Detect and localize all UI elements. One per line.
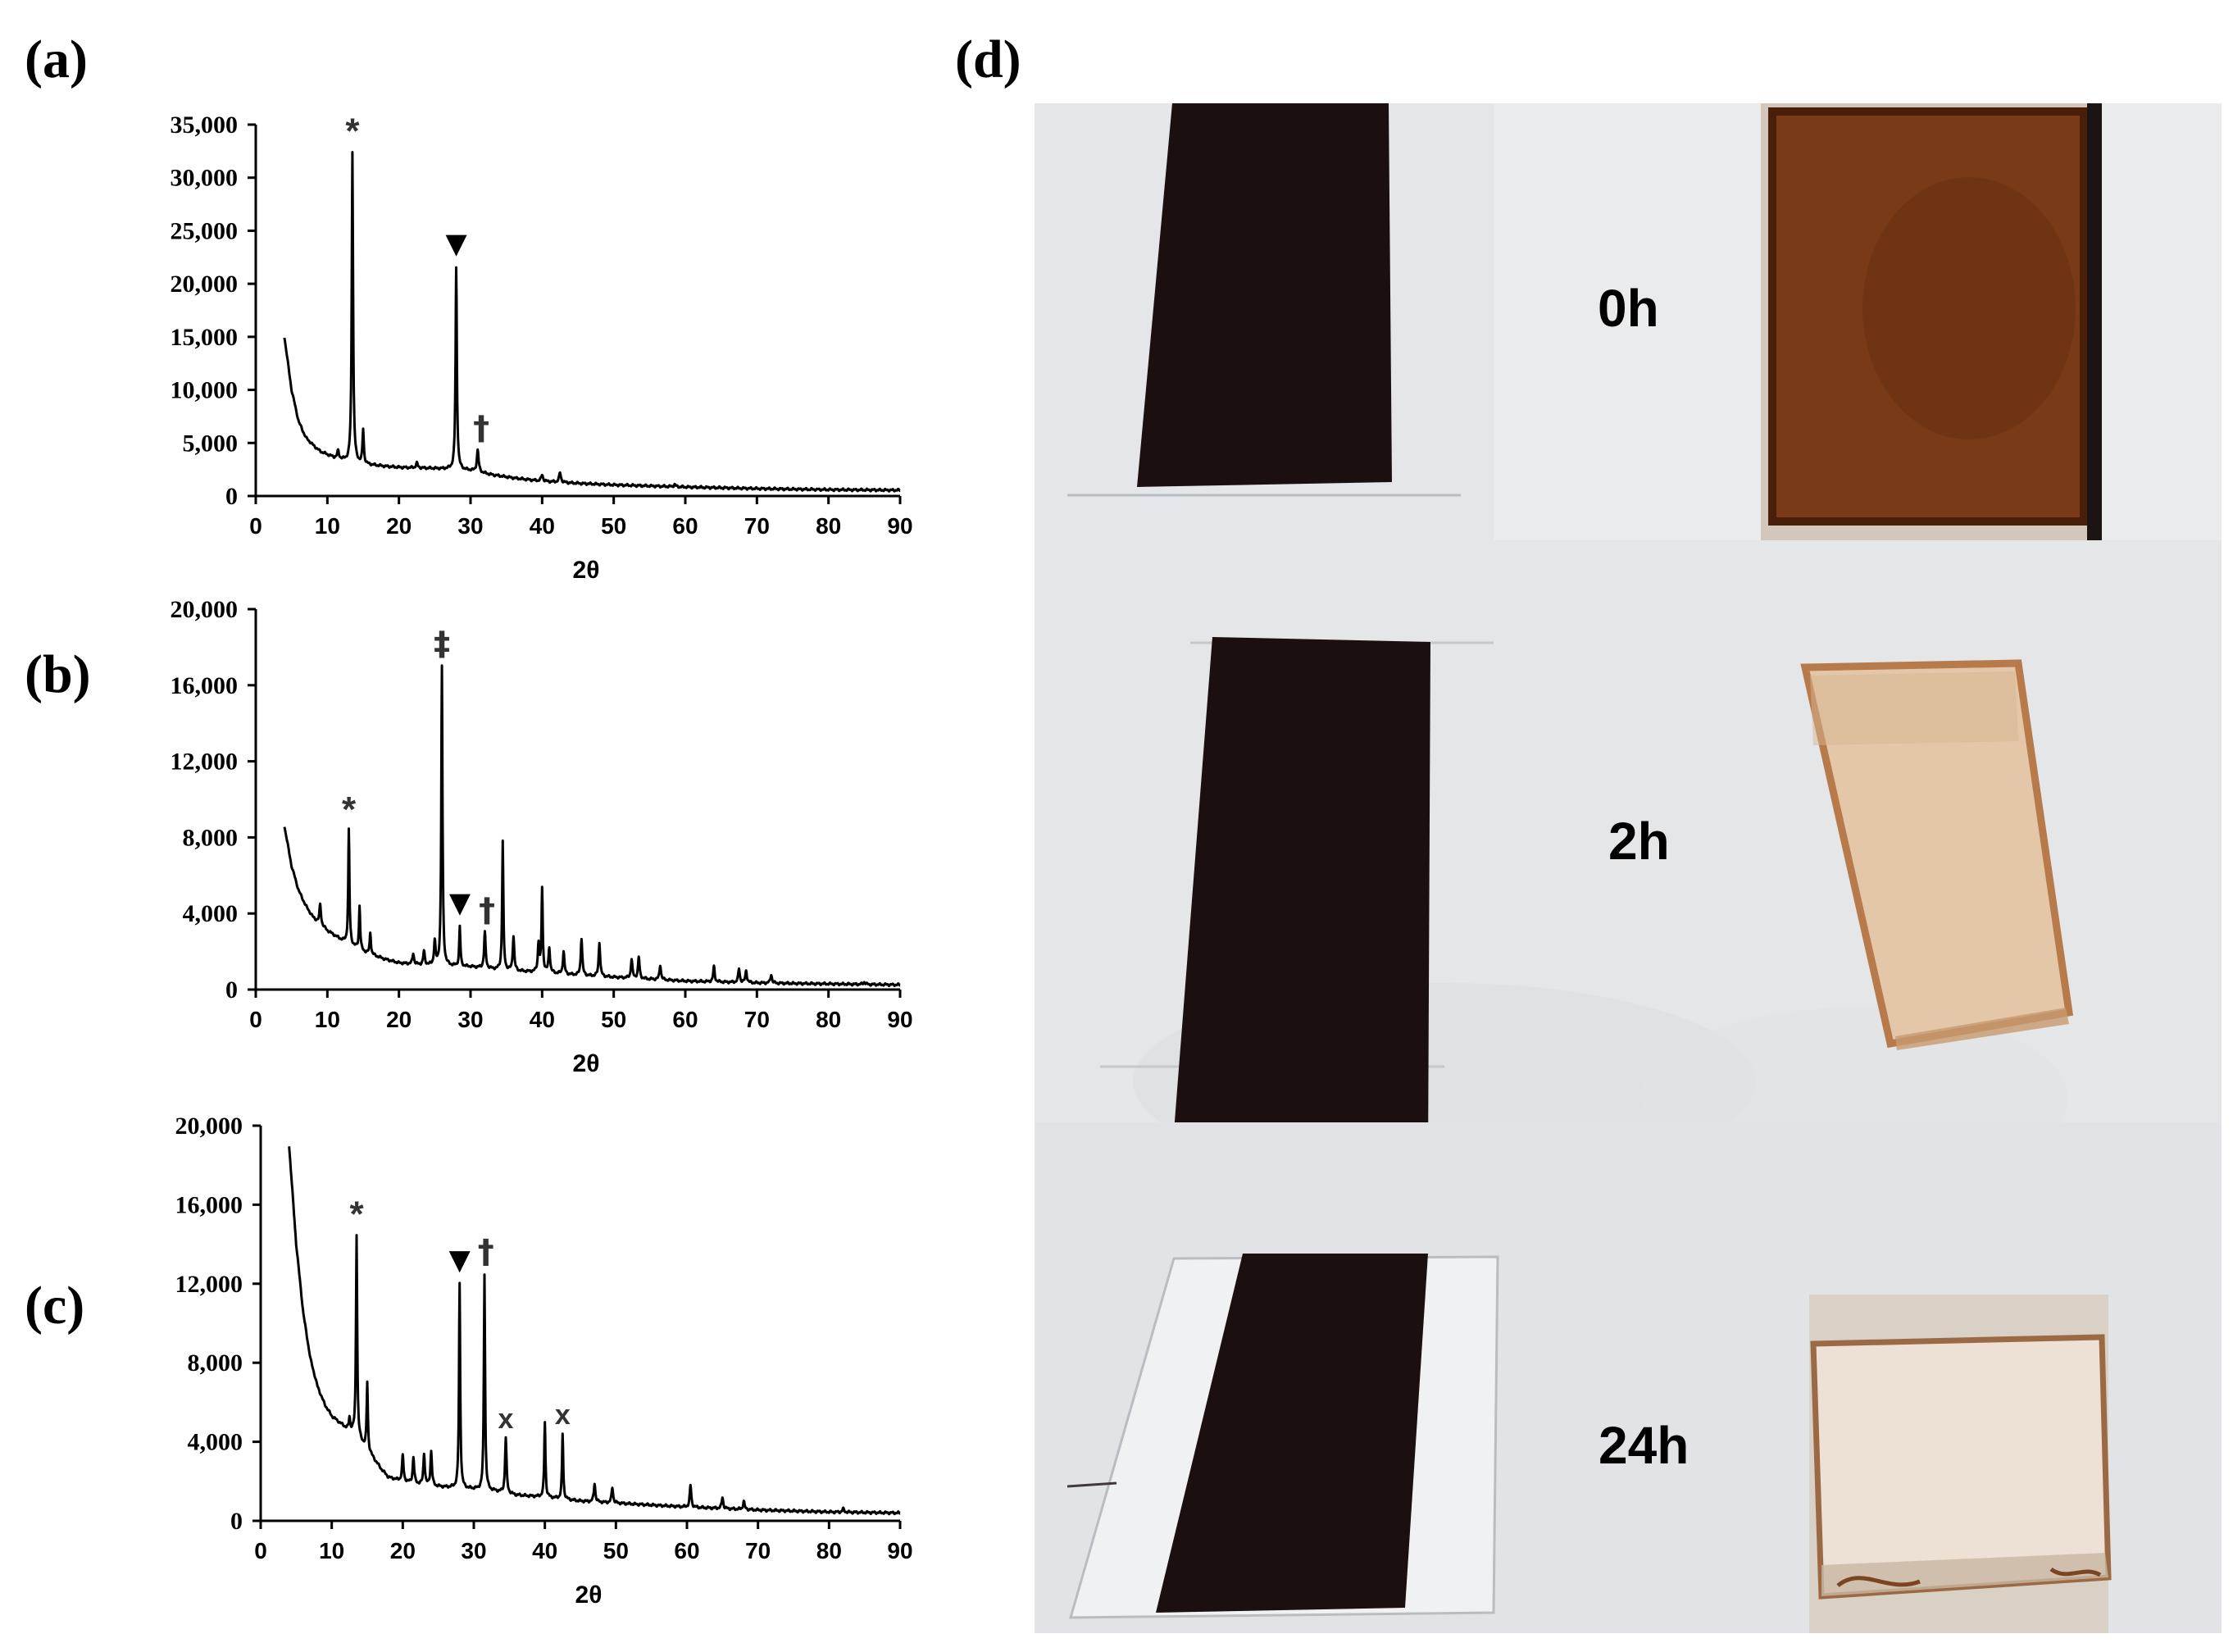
x-tick-label-b-1: 10	[315, 1007, 340, 1032]
y-tick-label-a-3: 15,000	[171, 324, 239, 351]
time-label-24h: 24h	[1599, 1416, 1690, 1475]
y-tick-label-b-4: 16,000	[171, 672, 239, 699]
panel-label-d: (d)	[955, 30, 1021, 89]
black-reference-strip-0h	[1137, 103, 1392, 487]
x-tick-label-b-7: 70	[744, 1007, 770, 1032]
y-tick-label-a-6: 30,000	[171, 165, 239, 192]
xrd-chart-a: 0 5,000 10,000 15,000 20,000 25,000 30,000 35,0…	[171, 111, 913, 584]
peak-marker-b-1: *	[342, 790, 357, 830]
peak-marker-c-2: †	[478, 1233, 494, 1271]
x-tick-label-c-6: 60	[674, 1538, 699, 1563]
x-tick-label-b-0: 0	[249, 1007, 262, 1032]
peak-marker-a-2: †	[473, 409, 489, 447]
photo-0h-image	[1035, 103, 2222, 540]
x-tick-label-a-6: 60	[672, 513, 698, 539]
y-tick-label-b-5: 20,000	[171, 596, 239, 623]
peak-marker-c-4: x	[555, 1399, 571, 1431]
y-tick-label-a-5: 25,000	[171, 217, 239, 244]
y-tick-label-b-3: 12,000	[171, 749, 239, 776]
x-tick-label-c-0: 0	[254, 1538, 267, 1563]
x-tick-label-a-4: 40	[530, 513, 555, 539]
y-tick-label-c-2: 8,000	[188, 1349, 243, 1377]
x-tick-label-c-3: 30	[461, 1538, 486, 1563]
x-tick-label-a-2: 20	[386, 513, 412, 539]
peak-marker-a-1: ▼	[445, 228, 467, 261]
x-tick-label-a-9: 90	[887, 513, 912, 539]
x-tick-label-b-8: 80	[816, 1007, 841, 1032]
x-tick-label-a-5: 50	[601, 513, 626, 539]
y-tick-label-c-5: 20,000	[175, 1113, 243, 1140]
panel-label-c: (c)	[25, 1276, 85, 1336]
x-axis-label-c: 2θ	[575, 1581, 603, 1609]
x-tick-label-c-4: 40	[532, 1538, 557, 1563]
x-tick-label-a-0: 0	[249, 513, 262, 539]
peak-marker-c-0: *	[349, 1195, 364, 1235]
sample-photographs: 0h 2h 24h	[1035, 103, 2222, 1633]
xrd-pattern-line-b	[283, 664, 902, 988]
peak-marker-c-1: ▼	[449, 1244, 471, 1277]
y-tick-label-b-1: 4,000	[183, 900, 239, 927]
y-tick-label-b-0: 0	[225, 976, 238, 1003]
x-tick-label-b-6: 60	[672, 1007, 698, 1032]
sample-plate-0h	[1768, 107, 2088, 526]
y-tick-label-c-4: 16,000	[175, 1191, 243, 1218]
y-tick-label-a-1: 5,000	[183, 430, 239, 457]
x-tick-label-b-4: 40	[530, 1007, 555, 1032]
x-tick-label-c-1: 10	[319, 1538, 344, 1563]
y-tick-label-a-7: 35,000	[171, 111, 239, 139]
y-tick-label-c-3: 12,000	[175, 1271, 243, 1298]
xrd-pattern-line-c	[288, 1146, 902, 1516]
time-label-2h: 2h	[1608, 812, 1670, 871]
photo-row-24h: 24h	[1035, 1122, 2222, 1633]
peak-marker-a-0: *	[345, 111, 360, 151]
y-tick-label-a-4: 20,000	[171, 271, 239, 298]
sample-plate-2h	[1800, 659, 2074, 1049]
x-tick-label-c-8: 80	[816, 1538, 842, 1563]
x-tick-label-b-9: 90	[887, 1007, 912, 1032]
x-tick-label-c-7: 70	[745, 1538, 771, 1563]
peak-marker-b-2: ▼	[449, 886, 471, 919]
x-axis-label-a: 2θ	[573, 557, 600, 584]
time-label-0h: 0h	[1598, 279, 1659, 338]
x-tick-label-b-5: 50	[601, 1007, 626, 1032]
x-tick-label-a-1: 10	[315, 513, 340, 539]
x-tick-label-c-9: 90	[887, 1538, 912, 1563]
xrd-chart-b: 0 4,000 8,000 12,000 16,000 20,000 0 10 20 30 40 50…	[171, 596, 913, 1077]
panel-label-a: (a)	[25, 30, 88, 89]
xrd-chart-c: 0 4,000 8,000 12,000 16,000 20,000 0 10 20 30 40 50…	[175, 1113, 913, 1609]
photo-row-0h: 0h	[1035, 103, 2222, 540]
peak-marker-c-3: x	[498, 1404, 514, 1435]
y-tick-label-c-0: 0	[230, 1508, 243, 1535]
panel-label-b: (b)	[25, 644, 91, 704]
photo-row-2h: 2h	[1035, 540, 2222, 1188]
x-tick-label-a-7: 70	[744, 513, 770, 539]
black-reference-strip-24h	[1156, 1254, 1428, 1613]
y-tick-label-a-0: 0	[225, 483, 238, 510]
xrd-pattern-line-a	[283, 151, 902, 493]
x-axis-label-b: 2θ	[573, 1050, 600, 1077]
y-tick-label-a-2: 10,000	[171, 377, 239, 404]
y-tick-label-b-2: 8,000	[183, 824, 239, 851]
peak-marker-b-3: †	[479, 891, 495, 929]
xrd-charts: 0 5,000 10,000 15,000 20,000 25,000 30,000 35,0…	[171, 111, 913, 1609]
x-tick-label-a-3: 30	[457, 513, 483, 539]
x-tick-label-b-2: 20	[386, 1007, 412, 1032]
black-reference-strip-2h	[1171, 637, 1430, 1163]
x-tick-label-a-8: 80	[816, 513, 841, 539]
y-tick-label-c-1: 4,000	[188, 1429, 243, 1456]
x-tick-label-b-3: 30	[457, 1007, 483, 1032]
peak-marker-b-0: ‡	[434, 626, 450, 663]
x-tick-label-c-5: 50	[603, 1538, 629, 1563]
photo-24h-image	[1035, 1122, 2222, 1633]
x-tick-label-c-2: 20	[390, 1538, 416, 1563]
